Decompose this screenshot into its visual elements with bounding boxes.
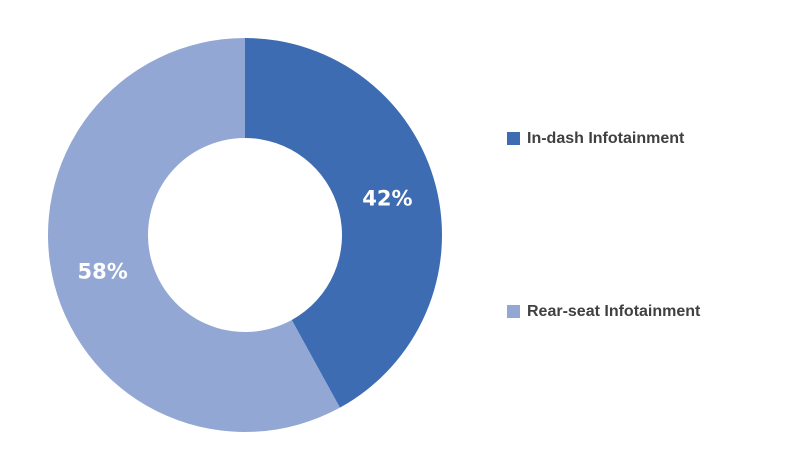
legend-item-in-dash-infotainment: In-dash Infotainment <box>507 129 684 148</box>
legend-label: In-dash Infotainment <box>527 130 685 147</box>
legend-swatch-icon <box>507 132 520 145</box>
data-label-0: 42% <box>362 186 412 210</box>
data-label-1: 58% <box>77 260 127 284</box>
legend-label: Rear-seat Infotainment <box>527 303 701 320</box>
legend-item-rear-seat-infotainment: Rear-seat Infotainment <box>507 302 700 321</box>
donut-slice-0 <box>245 38 443 408</box>
donut-slice-1 <box>48 38 340 432</box>
legend-swatch-icon <box>507 305 520 318</box>
